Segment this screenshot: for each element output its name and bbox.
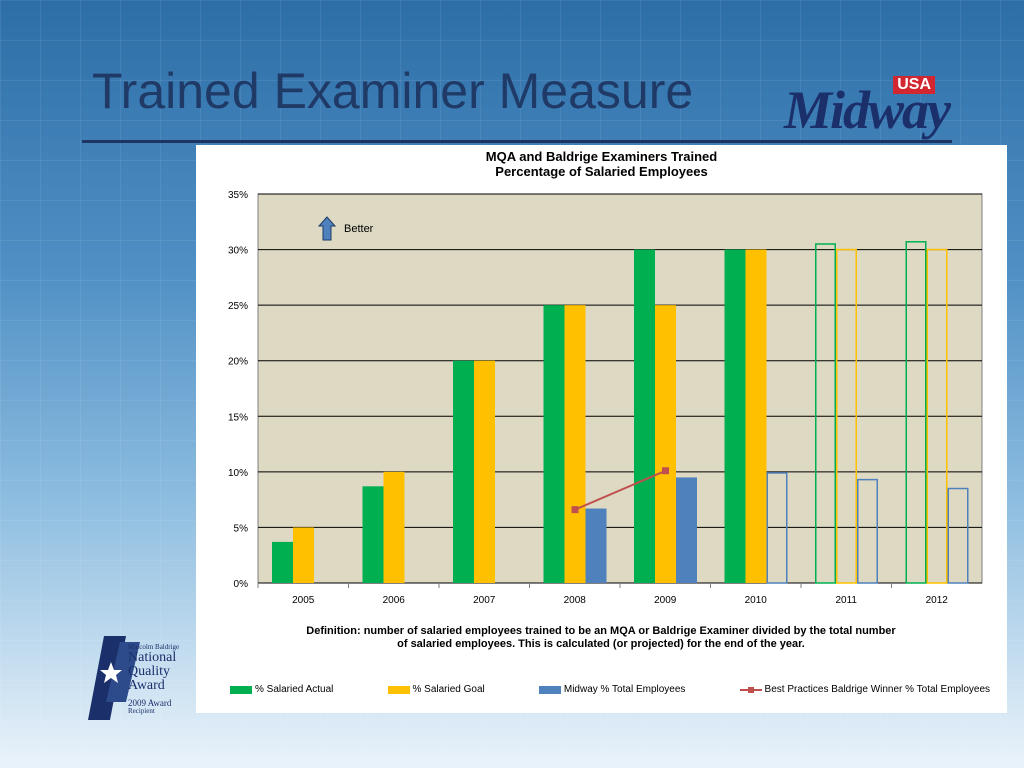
series-line: [574, 469, 666, 511]
chart-title: MQA and Baldrige Examiners Trained Perce…: [196, 149, 1007, 179]
y-tick-label: 15%: [228, 412, 248, 423]
bar: [474, 360, 495, 583]
y-tick-label: 25%: [228, 301, 248, 312]
bar: [815, 243, 836, 584]
up-arrow-icon: [317, 216, 337, 241]
x-tick-label: 2005: [292, 595, 315, 606]
legend-swatch-green: [230, 685, 252, 694]
x-tick-label: 2010: [745, 595, 768, 606]
award-line3: Quality: [128, 664, 170, 679]
bar: [676, 477, 697, 583]
bar: [766, 472, 788, 584]
y-tick-label: 5%: [234, 523, 249, 534]
bar: [745, 249, 767, 584]
bar: [453, 360, 474, 583]
x-tick-label: 2008: [564, 595, 587, 606]
line-point: [571, 506, 579, 514]
bar: [543, 305, 565, 583]
chart-legend: % Salaried Actual % Salaried Goal Midway…: [230, 684, 990, 695]
midway-usa-logo: USA Midway: [784, 72, 951, 144]
bar: [634, 249, 655, 584]
logo-midway-text: Midway: [784, 80, 951, 140]
slide-title: Trained Examiner Measure: [92, 63, 694, 119]
x-tick-label: 2011: [835, 595, 857, 606]
y-tick-label: 10%: [228, 468, 248, 479]
logo-usa-text: USA: [893, 76, 935, 94]
chart-definition: Definition: number of salaried employees…: [236, 625, 966, 651]
award-line1: Malcolm Baldrige: [128, 643, 180, 651]
baldrige-award-logo: Malcolm Baldrige National Quality Award …: [84, 632, 196, 724]
bar: [724, 249, 746, 584]
award-text: Malcolm Baldrige National Quality Award …: [128, 644, 179, 715]
legend-swatch-red-line: [739, 686, 762, 694]
x-tick-label: 2009: [654, 595, 677, 606]
chart-title-line1: MQA and Baldrige Examiners Trained: [485, 149, 718, 164]
award-line5: 2009 Award: [128, 698, 172, 708]
bar: [857, 478, 878, 584]
bar-chart: 0% 5% 10% 15% 20% 25% 30% 35% 2005 2006 2007 2008 20…: [228, 190, 983, 606]
legend-swatch-blue: [538, 685, 561, 694]
line-point: [662, 467, 669, 475]
award-line2: National: [128, 650, 177, 665]
title-divider: [82, 140, 952, 143]
chart-panel: MQA and Baldrige Examiners Trained Perce…: [196, 145, 1007, 713]
bar: [836, 248, 857, 584]
legend-label: Midway % Total Employees: [563, 684, 686, 695]
chart-subtitle: Percentage of Salaried Employees: [495, 164, 708, 179]
legend-swatch-yellow: [387, 685, 410, 694]
bar: [585, 508, 607, 583]
y-tick-label: 35%: [228, 190, 248, 201]
bar: [272, 541, 293, 583]
bar: [293, 527, 314, 583]
y-tick-label: 30%: [228, 246, 248, 257]
legend-item-salaried-goal: % Salaried Goal: [387, 684, 485, 695]
bar: [564, 305, 586, 583]
x-tick-label: 2007: [473, 595, 496, 606]
bar: [947, 487, 969, 584]
bar: [926, 248, 948, 584]
legend-item-salaried-actual: % Salaried Actual: [230, 684, 333, 695]
definition-line2: of salaried employees. This is calculate…: [397, 638, 805, 650]
legend-label: % Salaried Actual: [255, 684, 334, 695]
award-line6: Recipient: [128, 707, 155, 715]
bar: [383, 471, 405, 583]
bar: [905, 241, 927, 584]
x-tick-label: 2012: [926, 595, 949, 606]
definition-line1: Definition: number of salaried employees…: [306, 625, 896, 637]
y-tick-label: 20%: [228, 357, 248, 368]
bar: [655, 305, 676, 583]
bar: [362, 486, 384, 583]
legend-label: % Salaried Goal: [412, 684, 485, 695]
y-tick-label: 0%: [234, 579, 249, 590]
legend-label: Best Practices Baldrige Winner % Total E…: [764, 684, 990, 695]
award-emblem-icon: [88, 636, 140, 720]
award-line4: Award: [128, 678, 165, 693]
legend-item-best-practices: Best Practices Baldrige Winner % Total E…: [739, 684, 990, 695]
annotation-better: Better: [344, 223, 374, 235]
x-tick-label: 2006: [383, 595, 406, 606]
legend-item-midway-total: Midway % Total Employees: [538, 684, 686, 695]
